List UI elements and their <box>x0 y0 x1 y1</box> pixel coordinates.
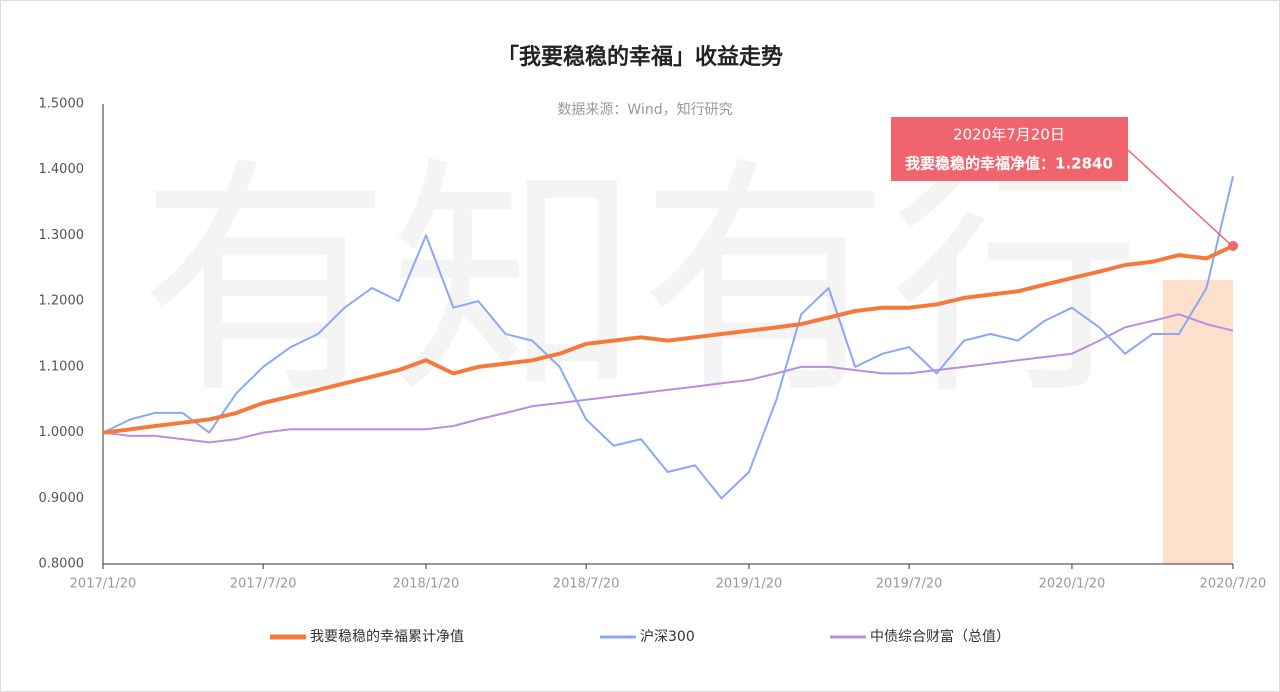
annotation-date: 2020年7月20日 <box>953 126 1065 144</box>
x-tick-label: 2017/7/20 <box>230 577 297 592</box>
y-tick-label: 0.9000 <box>39 491 85 506</box>
y-tick-label: 1.3000 <box>39 228 85 243</box>
series-line <box>102 244 1234 435</box>
chart-title: 「我要稳稳的幸福」收益走势 <box>497 44 783 70</box>
annotation-value: 我要稳稳的幸福净值：1.2840 <box>905 155 1113 173</box>
x-tick-label: 2018/1/20 <box>393 577 460 592</box>
highlight-band <box>1163 280 1233 564</box>
x-tick-label: 2020/7/20 <box>1200 577 1267 592</box>
series-line <box>102 313 1234 444</box>
y-tick-label: 1.0000 <box>39 425 85 440</box>
legend-label: 中债综合财富（总值） <box>870 628 1010 645</box>
highlight-point <box>1228 240 1238 251</box>
legend-label: 我要稳稳的幸福累计净值 <box>310 629 464 645</box>
x-tick-label: 2019/7/20 <box>876 577 943 592</box>
annotation-box <box>891 117 1128 181</box>
x-tick-label: 2018/7/20 <box>553 577 620 592</box>
y-tick-label: 1.2000 <box>39 294 85 309</box>
legend-label: 沪深300 <box>640 629 695 645</box>
x-tick-label: 2019/1/20 <box>716 577 783 592</box>
x-tick-label: 2017/1/20 <box>70 577 137 592</box>
y-tick-label: 1.5000 <box>39 97 85 112</box>
y-tick-label: 1.4000 <box>39 162 85 177</box>
y-tick-label: 0.8000 <box>39 557 85 572</box>
subtitle: 数据来源：Wind，知行研究 <box>557 101 732 118</box>
x-tick-label: 2020/1/20 <box>1039 577 1106 592</box>
annotation-leader <box>1127 149 1232 246</box>
y-tick-label: 1.1000 <box>39 359 85 374</box>
series-line <box>102 176 1234 500</box>
watermark: 有知有行 <box>140 136 1140 427</box>
